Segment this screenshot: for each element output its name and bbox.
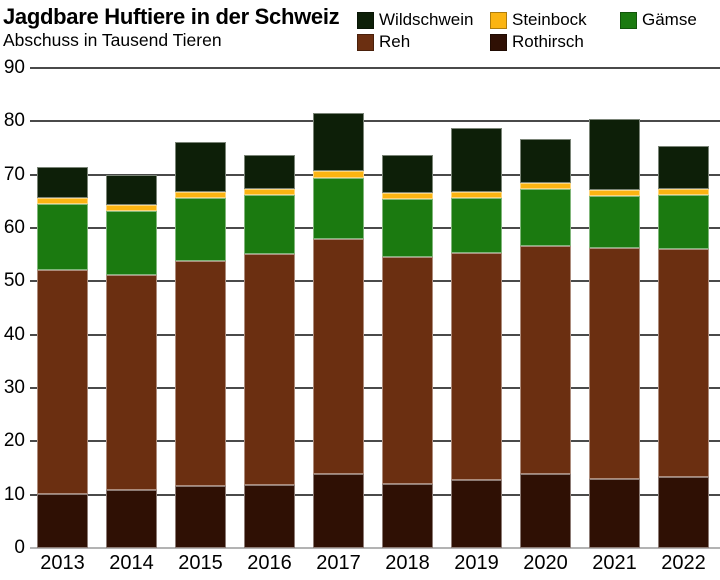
bar-segment-2022-rothirsch (658, 476, 709, 548)
bar-segment-2017-gaemse (313, 177, 364, 240)
x-axis-label-2020: 2020 (523, 552, 568, 574)
bar-segment-2014-rothirsch (106, 489, 157, 548)
bar-segment-2013-gaemse (37, 204, 88, 271)
bar-segment-2019-wildschwein (451, 127, 502, 192)
bar-segment-2020-gaemse (520, 189, 571, 247)
bar-segment-2016-gaemse (244, 194, 295, 255)
bar-segment-2018-rothirsch (382, 484, 433, 548)
bar-segment-2022-gaemse (658, 194, 709, 249)
bar-segment-2020-rothirsch (520, 474, 571, 548)
legend-label: Steinbock (512, 10, 587, 29)
x-axis-label-2016: 2016 (247, 552, 292, 574)
y-axis-tick-30: 30 (3, 377, 25, 398)
bar-segment-2019-steinbock (451, 191, 502, 198)
bar-segment-2017-rothirsch (313, 474, 364, 548)
legend-swatch-gaemse (620, 11, 637, 29)
bar-segment-2021-gaemse (589, 196, 640, 248)
bar-segment-2021-rothirsch (589, 479, 640, 548)
bar-segment-2014-steinbock (106, 205, 157, 211)
y-axis-tick-0: 0 (14, 537, 25, 558)
x-axis-label-2018: 2018 (385, 552, 430, 574)
gridline-10 (30, 493, 720, 496)
bar-segment-2015-wildschwein (175, 141, 226, 193)
legend-swatch-reh (357, 33, 374, 51)
bar-segment-2015-rothirsch (175, 485, 226, 548)
legend-item-wildschwein: Wildschwein (357, 11, 473, 29)
bar-segment-2020-wildschwein (520, 138, 571, 184)
gridline-90 (30, 67, 720, 69)
bar-segment-2016-reh (244, 254, 295, 486)
bar-segment-2013-steinbock (37, 198, 88, 204)
bar-segment-2014-reh (106, 274, 157, 490)
bar-segment-2019-rothirsch (451, 480, 502, 548)
x-axis-label-2021: 2021 (592, 552, 637, 574)
legend-item-steinbock: Steinbock (490, 11, 587, 29)
x-axis-label-2014: 2014 (109, 552, 154, 574)
bar-segment-2018-wildschwein (382, 154, 433, 194)
bar-segment-2018-reh (382, 257, 433, 484)
y-axis-tick-20: 20 (3, 430, 25, 452)
bar-segment-2016-rothirsch (244, 485, 295, 548)
y-axis-tick-60: 60 (3, 217, 25, 238)
bar-segment-2015-gaemse (175, 198, 226, 262)
bar-segment-2017-wildschwein (313, 112, 364, 172)
legend-label: Rothirsch (512, 32, 584, 51)
bar-segment-2016-steinbock (244, 189, 295, 195)
bar-segment-2019-reh (451, 253, 502, 481)
y-axis-tick-40: 40 (3, 323, 25, 345)
y-axis-tick-80: 80 (3, 110, 25, 132)
x-axis-label-2022: 2022 (661, 552, 706, 574)
page-subtitle: Abschuss in Tausend Tieren (3, 30, 222, 50)
gridline-20 (30, 440, 720, 443)
y-axis-tick-10: 10 (3, 483, 25, 505)
bar-segment-2018-steinbock (382, 193, 433, 200)
legend-item-rothirsch: Rothirsch (490, 33, 584, 51)
bar-segment-2021-wildschwein (589, 119, 640, 191)
bar-segment-2013-wildschwein (37, 167, 88, 199)
bar-segment-2015-reh (175, 261, 226, 486)
bar-segment-2018-gaemse (382, 199, 433, 258)
legend-swatch-steinbock (490, 11, 507, 29)
gridline-80 (30, 120, 720, 123)
bar-segment-2020-reh (520, 246, 571, 475)
bar-segment-2013-reh (37, 270, 88, 495)
bar-segment-2014-wildschwein (106, 174, 157, 206)
y-axis-tick-50: 50 (3, 270, 25, 292)
bar-segment-2013-rothirsch (37, 494, 88, 548)
bar-segment-2014-gaemse (106, 210, 157, 275)
legend-label: Reh (379, 32, 411, 51)
page-title: Jagdbare Huftiere in der Schweiz (3, 4, 340, 29)
bar-segment-2022-steinbock (658, 189, 709, 195)
legend-label: Gämse (642, 10, 697, 29)
gridline-40 (30, 333, 720, 336)
gridline-60 (30, 227, 720, 229)
bar-segment-2022-wildschwein (658, 145, 709, 190)
gridline-0 (30, 547, 720, 549)
y-axis-tick-70: 70 (3, 163, 25, 185)
x-axis-label-2017: 2017 (316, 552, 361, 574)
legend-item-reh: Reh (357, 33, 410, 51)
bar-segment-2021-reh (589, 247, 640, 480)
legend-swatch-wildschwein (357, 11, 374, 29)
bar-segment-2016-wildschwein (244, 154, 295, 190)
y-axis-tick-90: 90 (3, 57, 25, 78)
bar-segment-2021-steinbock (589, 190, 640, 196)
bar-segment-2015-steinbock (175, 192, 226, 199)
x-axis-label-2013: 2013 (40, 552, 85, 574)
bar-segment-2017-reh (313, 239, 364, 475)
legend-label: Wildschwein (379, 10, 474, 29)
x-axis-label-2019: 2019 (454, 552, 499, 574)
legend-swatch-rothirsch (490, 33, 507, 51)
legend-item-gaemse: Gämse (620, 11, 697, 29)
bar-segment-2019-gaemse (451, 197, 502, 254)
gridline-50 (30, 280, 720, 283)
bar-segment-2022-reh (658, 248, 709, 477)
bar-segment-2020-steinbock (520, 183, 571, 190)
gridline-70 (30, 173, 720, 176)
x-axis-label-2015: 2015 (178, 552, 223, 574)
gridline-30 (30, 387, 720, 389)
bar-segment-2017-steinbock (313, 171, 364, 178)
